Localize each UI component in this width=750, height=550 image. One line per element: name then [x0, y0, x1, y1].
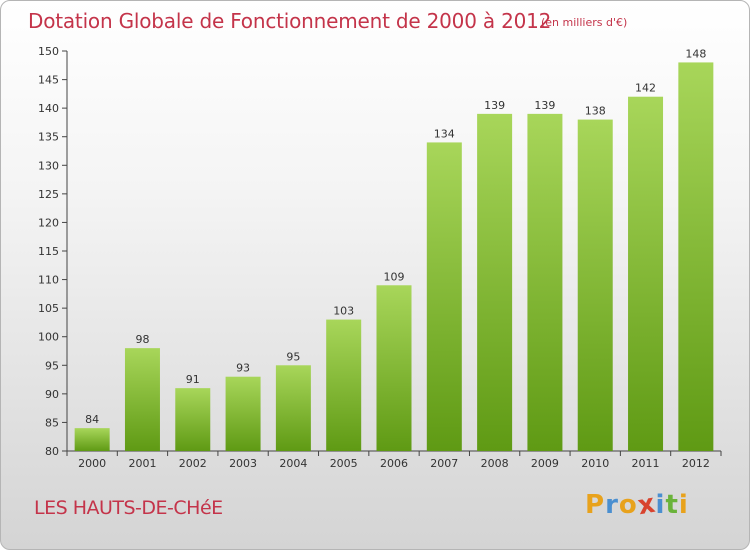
- bar-2002[interactable]: [175, 388, 211, 451]
- y-tick-label: 120: [38, 216, 59, 229]
- logo-letter: o: [618, 490, 638, 520]
- x-tick-label: 2007: [430, 457, 458, 470]
- x-tick-label: 2000: [78, 457, 106, 470]
- x-axis: 2000 2001 2002 2003 2004 2005 2006 2007 2008 2009…: [66, 450, 722, 470]
- bar-2005[interactable]: [326, 319, 362, 451]
- bar-2012[interactable]: [678, 62, 714, 452]
- y-tick-label: 110: [38, 274, 59, 287]
- bar-2006[interactable]: [376, 285, 412, 451]
- y-tick-label: 150: [38, 45, 59, 58]
- logo-letter: r: [605, 490, 619, 520]
- bar-2011[interactable]: [628, 96, 664, 451]
- y-tick-label: 135: [38, 131, 59, 144]
- x-tick-label: 2002: [179, 457, 207, 470]
- logo-letter: P: [585, 490, 606, 520]
- data-label-2010: 138: [585, 105, 606, 118]
- x-tick-label: 2009: [531, 457, 559, 470]
- y-tick-label: 130: [38, 159, 59, 172]
- logo-letter: t: [665, 490, 679, 520]
- data-label-2000: 84: [85, 413, 99, 426]
- data-label-2009: 139: [534, 99, 555, 112]
- data-label-2008: 139: [484, 99, 505, 112]
- y-tick-label: 100: [38, 331, 59, 344]
- data-label-2004: 95: [286, 350, 300, 363]
- x-tick-label: 2004: [279, 457, 307, 470]
- bar-2003[interactable]: [225, 376, 261, 451]
- y-tick-label: 125: [38, 188, 59, 201]
- data-label-2006: 109: [384, 270, 405, 283]
- x-tick-label: 2001: [128, 457, 156, 470]
- data-label-2012: 148: [685, 47, 706, 60]
- bar-2004[interactable]: [275, 365, 311, 451]
- bar-2007[interactable]: [426, 142, 462, 451]
- bars: [74, 62, 714, 452]
- bar-2008[interactable]: [477, 113, 513, 451]
- data-label-2005: 103: [333, 305, 354, 318]
- y-tick-label: 140: [38, 102, 59, 115]
- bar-2001[interactable]: [124, 348, 160, 451]
- logo-letter: i: [678, 490, 689, 520]
- y-axis: 80 85 90 95 100 105 110 115 120 125 130 135 140 145 15…: [38, 45, 68, 458]
- bar-2010[interactable]: [577, 119, 613, 452]
- y-tick-label: 90: [45, 388, 59, 401]
- x-tick-label: 2005: [330, 457, 358, 470]
- x-tick-label: 2006: [380, 457, 408, 470]
- y-tick-label: 85: [45, 416, 59, 429]
- y-tick-label: 95: [45, 359, 59, 372]
- data-label-2011: 142: [635, 82, 656, 95]
- x-tick-label: 2008: [481, 457, 509, 470]
- y-tick-label: 115: [38, 245, 59, 258]
- data-label-2007: 134: [434, 127, 455, 140]
- y-tick-label: 105: [38, 302, 59, 315]
- x-tick-label: 2010: [581, 457, 609, 470]
- y-tick-label: 80: [45, 445, 59, 458]
- x-tick-label: 2012: [682, 457, 710, 470]
- bar-2000[interactable]: [74, 428, 110, 451]
- proxiti-logo[interactable]: Proxiti: [585, 489, 689, 522]
- x-tick-label: 2011: [632, 457, 660, 470]
- data-labels: 84 98 91 93 95 103 109 134 139 139 138 142 148: [85, 47, 706, 426]
- bar-2009[interactable]: [527, 113, 563, 451]
- unit-label: (en milliers d'€): [541, 16, 628, 29]
- x-tick-label: 2003: [229, 457, 257, 470]
- logo-letter: i: [655, 490, 666, 520]
- data-label-2003: 93: [236, 362, 250, 375]
- data-label-2001: 98: [135, 333, 149, 346]
- data-label-2002: 91: [186, 373, 200, 386]
- chart-title: Dotation Globale de Fonctionnement de 20…: [28, 9, 552, 33]
- y-tick-label: 145: [38, 74, 59, 87]
- commune-name: LES HAUTS-DE-CHéE: [34, 497, 223, 519]
